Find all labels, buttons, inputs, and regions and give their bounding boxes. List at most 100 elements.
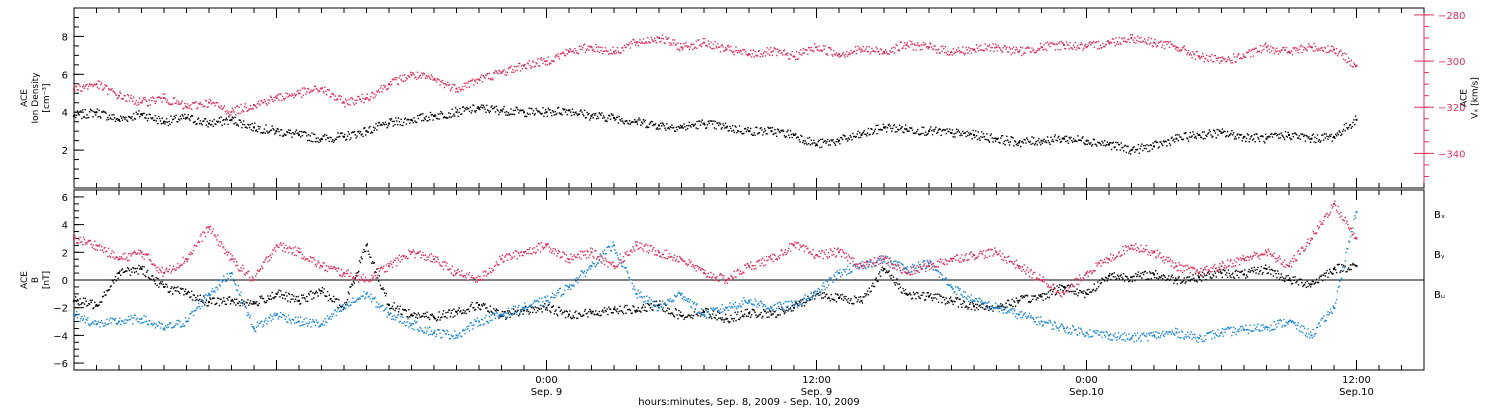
top-density-sample — [916, 130, 918, 133]
data-marks — [73, 34, 1358, 344]
bottom-Bx-sample — [413, 312, 415, 314]
bottom-Bx-sample — [563, 310, 566, 312]
top-vx-sample — [1103, 45, 1105, 48]
top-vx-sample — [574, 47, 576, 50]
bottom-Bx-sample — [1049, 290, 1051, 292]
top-density-sample — [407, 118, 409, 121]
bottom-Bx-sample — [1250, 270, 1252, 272]
top-density-sample — [1051, 140, 1053, 143]
top-density-sample — [1142, 149, 1144, 152]
top-density-sample — [1225, 136, 1227, 138]
x-tick-time-label: 0:00 — [1075, 375, 1097, 386]
top-density-sample — [714, 120, 716, 123]
top-density-sample — [541, 112, 543, 115]
bottom-Bx-sample — [968, 303, 971, 305]
bottom-Bx-sample — [1062, 290, 1064, 292]
bottom-Bx-point — [1355, 265, 1358, 268]
top-density-sample — [1136, 148, 1139, 151]
top-vx-sample — [1000, 50, 1003, 52]
bottom-Bx-sample — [345, 301, 348, 304]
bottom-Bx-sample — [671, 312, 673, 314]
top-vx-sample — [126, 93, 129, 96]
top-vx-sample — [895, 43, 897, 46]
bottom-Bx-sample — [306, 300, 309, 303]
top-vx-sample — [1013, 46, 1015, 48]
bottom-By-sample — [171, 327, 173, 329]
top-vx-sample — [1148, 43, 1151, 45]
top-vx-sample — [799, 53, 801, 56]
bottom-Bx-sample — [495, 308, 498, 310]
top-density-sample — [1036, 144, 1038, 146]
bottom-By-sample — [121, 320, 124, 322]
top-density-sample — [548, 109, 550, 111]
bottom-By-sample — [89, 324, 92, 326]
bottom-Bx-sample — [677, 317, 679, 320]
top-vx-sample — [783, 49, 786, 51]
bottom-Bx-sample — [917, 295, 920, 298]
bottom-Bx-sample — [857, 299, 859, 301]
top-density-sample — [276, 127, 279, 130]
top-vx-sample — [480, 76, 482, 78]
top-vx-sample — [1342, 58, 1345, 60]
top-vx-sample — [667, 37, 670, 39]
top-density-sample — [1045, 141, 1048, 144]
bottom-Bx-sample — [581, 315, 583, 318]
top-density-sample — [588, 112, 590, 115]
bottom-Bx-sample — [1006, 306, 1008, 308]
top-vx-sample — [409, 76, 411, 79]
top-density-sample — [239, 119, 241, 122]
bottom-Bx-sample — [79, 298, 81, 300]
bottom-Bx-sample — [1312, 280, 1314, 283]
top-vx-sample — [1312, 50, 1314, 52]
x-tick-date-label: Sep.10 — [1339, 387, 1374, 398]
bottom-Bx-sample — [440, 317, 442, 319]
bottom-left-tick-label: −6 — [53, 359, 68, 370]
bottom-Bx-sample — [750, 314, 753, 316]
bottom-Bx-sample — [1286, 279, 1288, 281]
bottom-Bx-sample — [1234, 270, 1237, 273]
top-density-sample — [1110, 142, 1112, 144]
top-vx-sample — [255, 106, 258, 109]
top-density-sample — [281, 135, 284, 137]
top-density-sample — [1186, 137, 1188, 139]
top-vx-sample — [1093, 46, 1095, 48]
bottom-Bx-sample — [968, 306, 970, 309]
top-density-sample — [364, 126, 366, 129]
top-density-sample — [606, 120, 608, 123]
bottom-Bx-sample — [875, 277, 877, 279]
top-vx-sample — [218, 106, 221, 109]
top-vx-sample — [135, 99, 138, 102]
top-density-sample — [1017, 144, 1019, 147]
top-density-sample — [309, 135, 311, 137]
top-density-sample — [202, 120, 204, 122]
top-vx-sample — [328, 89, 330, 91]
bottom-Bx-sample — [224, 303, 227, 305]
top-vx-sample — [1191, 56, 1193, 59]
bottom-Bx-sample — [904, 288, 907, 291]
bottom-Bx-sample — [502, 315, 504, 317]
bottom-Bx-sample — [1274, 269, 1276, 272]
top-density-sample — [844, 135, 846, 137]
bottom-Bx-sample — [1024, 295, 1026, 297]
bottom-Bx-sample — [431, 313, 433, 315]
bottom-Bx-sample — [139, 266, 142, 268]
top-vx-sample — [350, 97, 352, 99]
top-vx-sample — [1292, 47, 1295, 49]
top-vx-sample — [89, 84, 92, 86]
bottom-Bx-sample — [1296, 279, 1299, 281]
top-vx-sample — [412, 72, 414, 74]
top-density-sample — [959, 134, 961, 137]
bottom-Bx-point — [770, 313, 773, 316]
bottom-Bx-point — [163, 285, 165, 288]
top-density-sample — [346, 135, 349, 137]
bottom-Bx-sample — [795, 302, 798, 304]
bottom-Bx-sample — [300, 294, 303, 297]
top-vx-sample — [386, 88, 388, 91]
top-density-sample — [487, 110, 490, 112]
top-vx-sample — [1335, 52, 1337, 55]
top-vx-sample — [547, 56, 549, 58]
top-vx-sample — [463, 82, 465, 85]
top-density-sample — [1242, 137, 1244, 139]
top-density-sample — [681, 125, 684, 127]
bottom-Bx-sample — [272, 297, 274, 299]
